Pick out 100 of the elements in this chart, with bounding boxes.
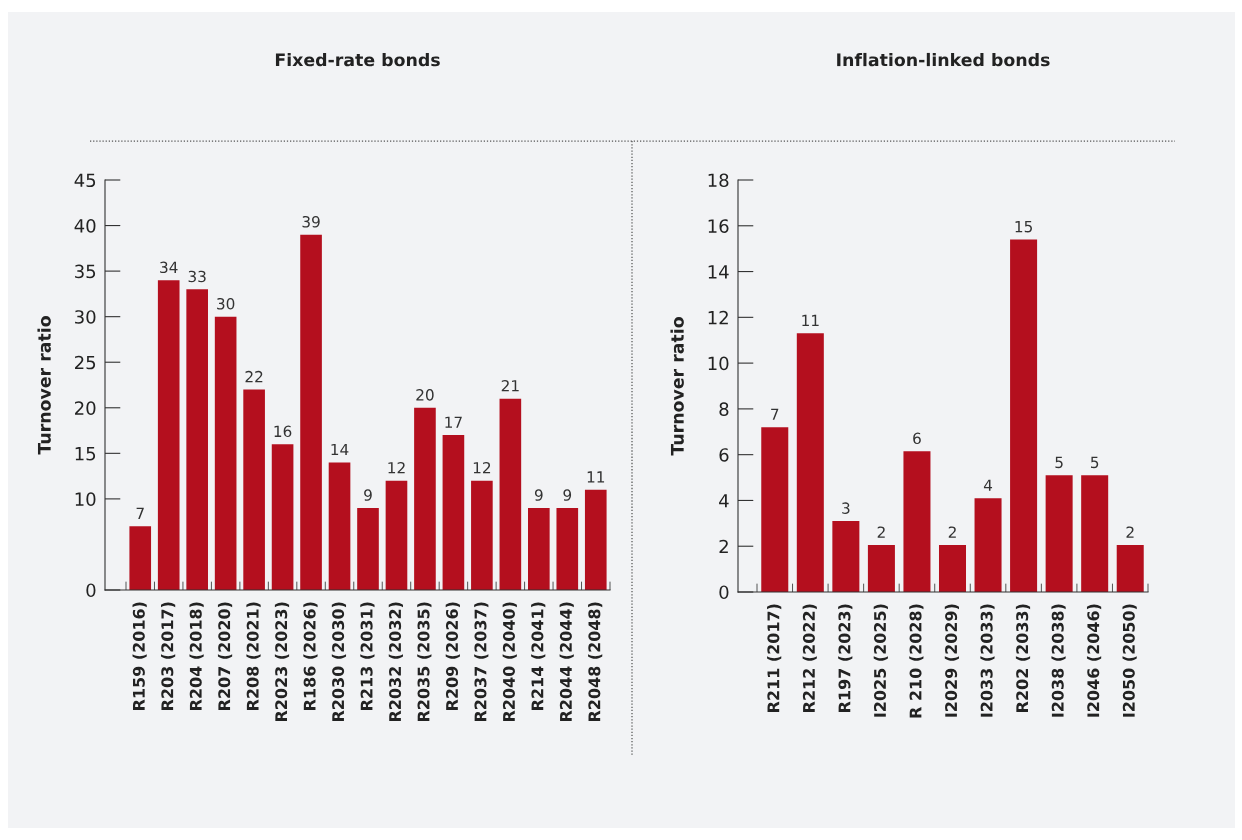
x-tick-label: I2033 (2033) xyxy=(980,604,995,717)
x-tick-label: R209 (2026) xyxy=(445,602,460,710)
x-tick-label: R212 (2022) xyxy=(802,604,817,712)
x-tick-label: R2040 (2040) xyxy=(502,602,517,722)
x-tick-label: I2038 (2038) xyxy=(1051,604,1066,717)
bar xyxy=(832,521,860,592)
x-tick-label: R2037 (2037) xyxy=(474,602,489,722)
y-tick-label: 12 xyxy=(708,310,728,325)
data-label: 33 xyxy=(188,270,206,283)
data-label: 20 xyxy=(416,389,434,401)
bar xyxy=(357,508,379,590)
data-label: 7 xyxy=(771,408,779,420)
bar xyxy=(903,451,931,592)
x-tick-label: R2030 (2030) xyxy=(331,602,347,722)
x-tick-label: I2050 (2050) xyxy=(1122,604,1137,717)
y-tick-label: 35 xyxy=(75,264,96,279)
chart-title: Inflation-linked bonds xyxy=(837,52,1050,67)
bar xyxy=(471,480,493,590)
x-tick-label: R204 (2018) xyxy=(189,602,204,710)
data-label: 12 xyxy=(388,461,405,474)
y-tick-label: 8 xyxy=(719,402,729,417)
x-tick-label: R186 (2026) xyxy=(303,602,318,710)
bar xyxy=(1045,475,1073,592)
y-tick-label: 10 xyxy=(708,356,729,371)
x-tick-label: R2032 (2032) xyxy=(388,602,403,722)
y-tick-label: 0 xyxy=(719,585,729,600)
x-tick-label: R2048 (2048) xyxy=(588,602,603,722)
x-tick-label: R213 (2031) xyxy=(360,602,375,710)
y-tick-label: 14 xyxy=(708,265,729,279)
bar xyxy=(1116,545,1144,592)
data-label: 9 xyxy=(364,489,372,501)
y-tick-label: 16 xyxy=(708,219,729,233)
bar xyxy=(584,489,607,590)
data-label: 5 xyxy=(1055,456,1063,469)
bar xyxy=(442,435,465,590)
y-tick-label: 6 xyxy=(719,448,729,462)
bar xyxy=(129,526,152,590)
y-tick-label: 25 xyxy=(75,355,96,370)
data-label: 6 xyxy=(913,432,921,445)
bar xyxy=(938,545,967,592)
bar xyxy=(385,480,408,590)
bar xyxy=(867,545,895,592)
bar xyxy=(328,462,351,590)
data-label: 12 xyxy=(473,461,491,474)
data-label: 9 xyxy=(534,489,543,501)
data-label: 39 xyxy=(302,215,320,228)
data-label: 22 xyxy=(245,370,263,383)
data-label: 17 xyxy=(445,416,462,428)
y-tick-label: 4 xyxy=(719,494,729,508)
bar xyxy=(157,280,180,590)
data-label: 11 xyxy=(802,314,819,327)
x-tick-label: I2029 (2029) xyxy=(944,604,960,717)
data-label: 2 xyxy=(1126,526,1134,538)
y-tick-label: 30 xyxy=(75,310,96,324)
bar xyxy=(499,398,522,590)
x-tick-label: R2023 (2023) xyxy=(274,602,290,722)
x-tick-label: R197 (2023) xyxy=(838,604,853,712)
x-tick-label: I2025 (2025) xyxy=(873,604,888,717)
x-tick-label: R208 (2021) xyxy=(246,602,261,710)
data-label: 11 xyxy=(587,471,605,483)
data-label: 9 xyxy=(563,489,572,501)
data-label: 5 xyxy=(1091,456,1099,469)
data-label: 34 xyxy=(160,261,178,274)
data-label: 4 xyxy=(983,479,993,491)
data-label: 16 xyxy=(274,425,292,438)
bar xyxy=(528,508,550,590)
y-tick-label: 18 xyxy=(708,173,729,188)
bar xyxy=(556,508,579,590)
x-tick-label: I2046 (2046) xyxy=(1086,604,1102,717)
bar xyxy=(243,389,265,590)
x-tick-label: R207 (2020) xyxy=(217,602,233,710)
x-tick-label: R 210 (2028) xyxy=(909,604,924,718)
x-tick-label: R159 (2016) xyxy=(132,602,147,710)
x-tick-label: R214 (2041) xyxy=(531,602,546,710)
y-tick-label: 2 xyxy=(719,539,728,554)
bar xyxy=(1081,475,1109,592)
bar xyxy=(1010,239,1038,592)
data-label: 14 xyxy=(331,443,349,456)
bar xyxy=(214,316,237,590)
bar xyxy=(300,234,322,590)
data-label: 2 xyxy=(948,526,956,538)
data-label: 2 xyxy=(877,526,885,538)
x-tick-label: R203 (2017) xyxy=(160,602,176,710)
x-tick-label: R202 (2033) xyxy=(1015,604,1031,712)
x-tick-label: R211 (2017) xyxy=(767,604,782,712)
bar xyxy=(761,427,789,592)
y-tick-label: 40 xyxy=(74,219,96,233)
data-label: 30 xyxy=(217,297,235,310)
bar xyxy=(974,498,1002,592)
y-tick-label: 15 xyxy=(75,447,96,461)
data-label: 15 xyxy=(1015,221,1032,233)
y-tick-label: 0 xyxy=(86,583,96,598)
y-tick-label: 10 xyxy=(75,492,96,507)
bar xyxy=(186,289,208,590)
bar xyxy=(414,407,436,590)
data-label: 21 xyxy=(501,379,519,392)
y-tick-label: 45 xyxy=(74,173,96,188)
chart-title: Fixed-rate bonds xyxy=(275,52,440,67)
y-axis-title: Turnover ratio xyxy=(37,316,51,455)
y-axis-title: Turnover ratio xyxy=(670,317,684,456)
